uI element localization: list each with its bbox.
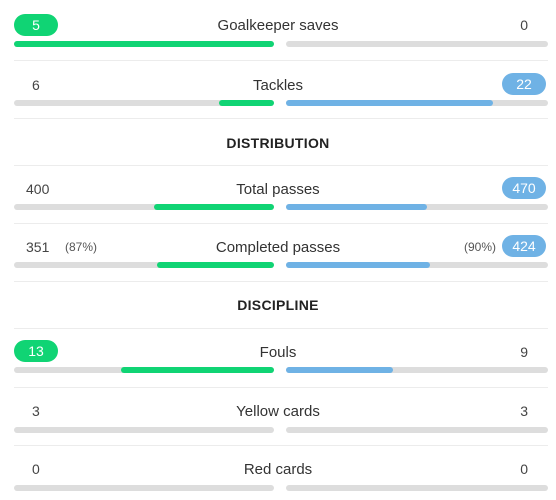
section-heading-discipline: DISCIPLINE: [237, 297, 319, 313]
home-bar-fill: [154, 204, 274, 210]
home-bar-track: [14, 204, 274, 210]
row-divider: [14, 223, 548, 224]
row-divider: [14, 281, 548, 282]
away-value-pill: 424: [502, 235, 546, 257]
section-heading-distribution: DISTRIBUTION: [226, 135, 330, 151]
home-bar-fill: [157, 262, 274, 268]
away-percentage: (90%): [463, 240, 496, 254]
home-percentage: (87%): [65, 240, 98, 254]
away-bar-fill: [286, 100, 493, 106]
away-bar-track: [286, 100, 548, 106]
away-bar-track: [286, 262, 548, 268]
away-bar-track: [286, 485, 548, 491]
home-bar-track: [14, 41, 274, 47]
stat-row-fouls: 13 Fouls 9: [0, 340, 556, 380]
away-value-pill: 22: [502, 73, 546, 95]
away-value: 0: [520, 461, 528, 477]
stat-row-tackles: 6 Tackles 22: [0, 72, 556, 112]
away-bar-track: [286, 41, 548, 47]
stat-row-total-passes: 400 Total passes 470: [0, 176, 556, 216]
stat-label: Goalkeeper saves: [217, 17, 339, 34]
stat-label: Total passes: [236, 181, 320, 198]
home-bar-track: [14, 427, 274, 433]
home-bar-fill: [121, 367, 274, 373]
stat-label: Red cards: [243, 461, 313, 478]
away-value-pill: 470: [502, 177, 546, 199]
home-bar-track: [14, 485, 274, 491]
home-bar-fill: [14, 41, 274, 47]
home-value: 3: [32, 403, 40, 419]
away-value: 0: [520, 17, 528, 33]
stat-row-red-cards: 0 Red cards 0: [0, 458, 556, 498]
stat-row-goalkeeper-saves: 5 Goalkeeper saves 0: [0, 14, 556, 54]
away-value: 9: [520, 344, 528, 360]
row-divider: [14, 387, 548, 388]
stat-label: Yellow cards: [236, 403, 320, 420]
home-value-pill: 5: [14, 14, 58, 36]
home-value: 351: [26, 239, 50, 255]
home-bar-track: [14, 262, 274, 268]
home-value: 6: [32, 77, 40, 93]
away-bar-fill: [286, 367, 393, 373]
stat-label: Fouls: [259, 344, 297, 361]
away-bar-fill: [286, 262, 430, 268]
home-bar-track: [14, 367, 274, 373]
home-value-pill: 13: [14, 340, 58, 362]
away-bar-track: [286, 427, 548, 433]
away-bar-track: [286, 204, 548, 210]
home-value: 0: [32, 461, 40, 477]
row-divider: [14, 118, 548, 119]
stat-row-yellow-cards: 3 Yellow cards 3: [0, 400, 556, 440]
away-bar-track: [286, 367, 548, 373]
home-bar-fill: [219, 100, 274, 106]
row-divider: [14, 60, 548, 61]
stat-row-completed-passes: 351 (87%) Completed passes (90%) 424: [0, 234, 556, 274]
away-bar-fill: [286, 204, 427, 210]
stat-label: Tackles: [252, 77, 304, 94]
row-divider: [14, 328, 548, 329]
away-value: 3: [520, 403, 528, 419]
home-value: 400: [26, 181, 50, 197]
row-divider: [14, 445, 548, 446]
stat-label: Completed passes: [215, 239, 341, 256]
row-divider: [14, 165, 548, 166]
home-bar-track: [14, 100, 274, 106]
